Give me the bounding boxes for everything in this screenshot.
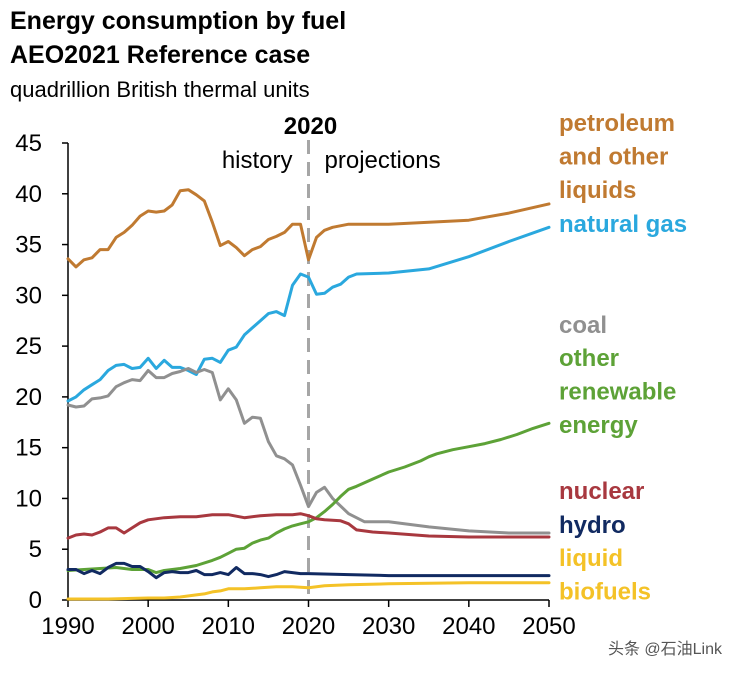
series-label-nuclear: nuclear [559, 478, 644, 505]
series-label-natural-gas: natural gas [559, 211, 687, 238]
series-label-liquid-biofuels: liquid [559, 545, 623, 572]
series-label-other-renewable-energy: other [559, 345, 619, 372]
series-label-hydro: hydro [559, 512, 626, 539]
units-label: quadrillion British thermal units [10, 77, 310, 102]
series-lines [66, 188, 551, 601]
x-tick-label: 2030 [362, 613, 415, 640]
watermark: 头条 @石油Link [607, 641, 722, 658]
y-tick-label: 40 [15, 181, 42, 208]
series-label-liquid-biofuels: biofuels [559, 579, 651, 606]
x-tick-label: 2000 [121, 613, 174, 640]
series-line-other-renewable-energy [66, 421, 551, 575]
y-tick-label: 20 [15, 384, 42, 411]
y-tick-label: 15 [15, 435, 42, 462]
series-line-liquid-biofuels [66, 581, 551, 601]
x-tick-label: 2010 [202, 613, 255, 640]
series-label-coal: coal [559, 312, 607, 339]
x-tick-label: 2040 [442, 613, 495, 640]
series-label-other-renewable-energy: energy [559, 412, 638, 439]
y-tick-label: 0 [29, 587, 42, 614]
y-tick-label: 10 [15, 485, 42, 512]
series-line-petroleum-and-other-liquids [66, 188, 551, 269]
x-tick-label: 2020 [282, 613, 335, 640]
projections-label: projections [325, 147, 441, 174]
y-tick-label: 5 [29, 536, 42, 563]
series-line-nuclear [66, 512, 551, 540]
series-line-hydro [66, 561, 551, 580]
history-label: history [222, 147, 293, 174]
y-tick-label: 30 [15, 282, 42, 309]
x-tick-label: 1990 [41, 613, 94, 640]
series-label-petroleum-and-other-liquids: liquids [559, 177, 636, 204]
y-tick-label: 45 [15, 130, 42, 157]
y-tick-label: 35 [15, 232, 42, 259]
x-axis: 1990 2000 2010 2020 2030 2040 2050 [41, 599, 576, 640]
y-tick-label: 25 [15, 333, 42, 360]
series-labels: petroleum and other liquids natural gas coal… [559, 110, 687, 606]
series-label-other-renewable-energy: renewable [559, 379, 676, 406]
chart-subtitle: AEO2021 Reference case [10, 41, 311, 69]
divider-year-label: 2020 [284, 113, 337, 140]
chart-title: Energy consumption by fuel [10, 7, 347, 35]
series-line-natural-gas [66, 225, 551, 403]
series-label-petroleum-and-other-liquids: petroleum [559, 110, 675, 137]
series-label-petroleum-and-other-liquids: and other [559, 144, 668, 171]
x-tick-label: 2050 [522, 613, 575, 640]
y-axis: 0 5 10 15 20 25 30 35 40 45 [15, 130, 69, 614]
series-line-coal [66, 367, 551, 535]
